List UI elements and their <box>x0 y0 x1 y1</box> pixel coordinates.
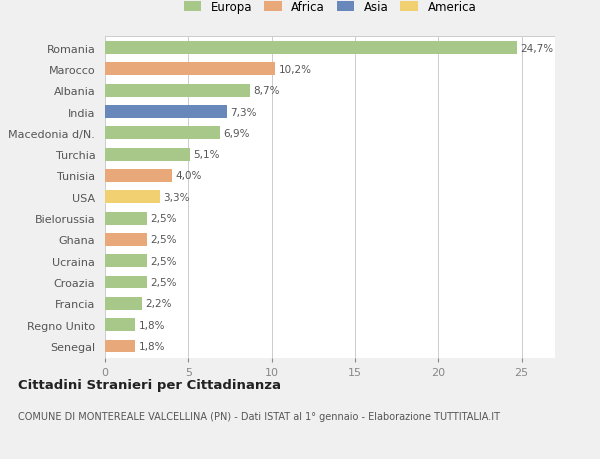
Text: 2,5%: 2,5% <box>150 256 176 266</box>
Legend: Europa, Africa, Asia, America: Europa, Africa, Asia, America <box>184 1 476 14</box>
Text: 4,0%: 4,0% <box>175 171 202 181</box>
Bar <box>105 106 227 118</box>
Bar <box>105 255 146 268</box>
Bar <box>105 42 517 55</box>
Text: 10,2%: 10,2% <box>278 65 311 75</box>
Text: 3,3%: 3,3% <box>163 192 190 202</box>
Text: 2,2%: 2,2% <box>145 299 172 309</box>
Text: 2,5%: 2,5% <box>150 278 176 287</box>
Text: 7,3%: 7,3% <box>230 107 257 117</box>
Bar <box>105 297 142 310</box>
Text: 24,7%: 24,7% <box>520 44 553 53</box>
Bar <box>105 319 135 331</box>
Text: Cittadini Stranieri per Cittadinanza: Cittadini Stranieri per Cittadinanza <box>18 379 281 392</box>
Text: 1,8%: 1,8% <box>139 341 165 351</box>
Bar <box>105 148 190 161</box>
Text: 2,5%: 2,5% <box>150 235 176 245</box>
Text: 5,1%: 5,1% <box>193 150 220 160</box>
Bar <box>105 276 146 289</box>
Bar <box>105 234 146 246</box>
Text: 6,9%: 6,9% <box>223 129 250 139</box>
Text: 8,7%: 8,7% <box>253 86 280 96</box>
Text: 1,8%: 1,8% <box>139 320 165 330</box>
Bar <box>105 170 172 183</box>
Bar <box>105 340 135 353</box>
Bar <box>105 212 146 225</box>
Text: 2,5%: 2,5% <box>150 213 176 224</box>
Text: COMUNE DI MONTEREALE VALCELLINA (PN) - Dati ISTAT al 1° gennaio - Elaborazione T: COMUNE DI MONTEREALE VALCELLINA (PN) - D… <box>18 411 500 421</box>
Bar <box>105 84 250 97</box>
Bar <box>105 191 160 204</box>
Bar <box>105 127 220 140</box>
Bar <box>105 63 275 76</box>
